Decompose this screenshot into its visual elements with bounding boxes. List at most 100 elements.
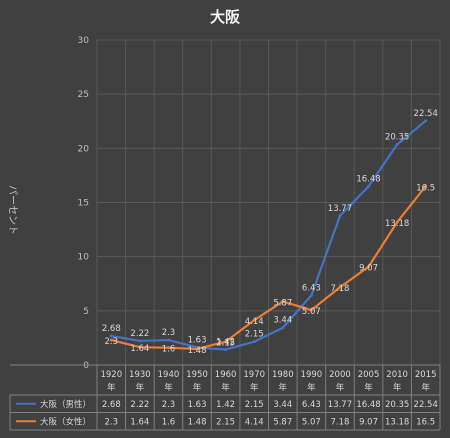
x-tick-label: 1930: [129, 370, 151, 380]
table-cell: 13.18: [385, 417, 409, 427]
data-point: [367, 265, 371, 269]
table-cell: 22.54: [414, 400, 438, 410]
y-tick-label: 10: [78, 253, 90, 263]
data-label: 1.63: [188, 335, 207, 345]
data-label: 2.3: [162, 328, 176, 338]
x-tick-label-suffix: 年: [221, 382, 230, 393]
data-label: 6.43: [302, 283, 321, 293]
data-label: 3.44: [273, 316, 292, 326]
x-tick-label-suffix: 年: [279, 382, 288, 393]
x-tick-label-suffix: 年: [421, 382, 430, 393]
table-cell: 3.44: [273, 400, 292, 410]
data-label: 1.48: [188, 346, 207, 356]
legend-label: 大阪（男性）: [40, 399, 91, 410]
data-label: 13.77: [328, 204, 352, 214]
y-tick-label: 25: [78, 90, 89, 100]
x-tick-label-suffix: 年: [250, 382, 259, 393]
x-tick-label: 2010: [386, 370, 408, 380]
data-label: 1.6: [162, 345, 176, 355]
data-label: 16.5: [416, 183, 435, 193]
data-point: [109, 338, 113, 342]
series-line-1: [111, 119, 427, 351]
data-label: 2.15: [245, 330, 264, 340]
table-cell: 16.5: [416, 417, 435, 427]
data-point: [395, 143, 399, 147]
data-label: 16.48: [356, 174, 380, 184]
data-point: [424, 184, 428, 188]
x-tick-label-suffix: 年: [136, 382, 145, 393]
table-cell: 20.35: [385, 400, 409, 410]
table-cell: 1.48: [188, 417, 207, 427]
data-point: [109, 334, 113, 338]
table-cell: 2.15: [245, 400, 264, 410]
table-cell: 1.42: [216, 400, 235, 410]
x-tick-label: 2000: [329, 370, 351, 380]
data-label: 1.64: [130, 344, 149, 354]
data-label: 7.18: [330, 284, 349, 294]
table-cell: 1.63: [188, 400, 207, 410]
data-label: 5.87: [273, 298, 292, 308]
x-tick-label: 1960: [215, 370, 237, 380]
data-point: [309, 293, 313, 297]
data-point: [338, 214, 342, 218]
data-point: [252, 318, 256, 322]
data-label: 4.14: [245, 317, 264, 327]
data-point: [309, 308, 313, 312]
data-point: [395, 220, 399, 224]
data-point: [338, 285, 342, 289]
table-cell: 16.48: [356, 400, 380, 410]
y-tick-label: 20: [78, 144, 90, 154]
table-cell: 4.14: [245, 417, 264, 427]
x-tick-label: 1970: [243, 370, 265, 380]
data-point: [367, 184, 371, 188]
data-label: 5.07: [302, 307, 321, 317]
x-tick-label-suffix: 年: [336, 382, 345, 393]
table-cell: 5.07: [302, 417, 321, 427]
data-label: 22.54: [414, 109, 438, 119]
y-tick-label: 15: [78, 199, 89, 209]
x-tick-label: 2005: [358, 370, 380, 380]
x-tick-label-suffix: 年: [107, 382, 116, 393]
data-point: [224, 340, 228, 344]
x-tick-label-suffix: 年: [164, 382, 173, 393]
data-point: [424, 119, 428, 123]
data-label: 2.68: [102, 324, 121, 334]
data-label: 20.35: [385, 133, 409, 143]
legend-label: 大阪（女性）: [40, 416, 91, 427]
table-cell: 6.43: [302, 400, 321, 410]
data-label: 9.07: [359, 264, 378, 274]
data-point: [138, 339, 142, 343]
table-cell: 2.15: [216, 417, 235, 427]
x-tick-label: 1920: [100, 370, 122, 380]
y-tick-label: 30: [78, 36, 90, 46]
data-point: [138, 345, 142, 349]
x-tick-label-suffix: 年: [307, 382, 316, 393]
x-tick-label-suffix: 年: [393, 382, 402, 393]
data-point: [224, 348, 228, 352]
x-tick-label: 1990: [301, 370, 323, 380]
table-cell: 2.3: [162, 400, 176, 410]
data-point: [195, 347, 199, 351]
table-cell: 2.22: [130, 400, 149, 410]
table-cell: 7.18: [330, 417, 349, 427]
chart-title: 大阪: [209, 8, 240, 26]
table-cell: 5.87: [273, 417, 292, 427]
data-label: 1.42: [216, 338, 235, 348]
x-tick-label: 2015: [415, 370, 437, 380]
x-tick-label: 1980: [272, 370, 294, 380]
data-point: [252, 340, 256, 344]
series-line-2: [111, 185, 427, 351]
table-cell: 13.77: [328, 400, 352, 410]
x-tick-label: 1950: [186, 370, 208, 380]
data-point: [166, 338, 170, 342]
data-label: 13.18: [385, 219, 409, 229]
data-point: [281, 299, 285, 303]
data-label: 2.22: [130, 329, 149, 339]
data-label: 2.15: [216, 339, 235, 349]
y-tick-label: 0: [83, 361, 89, 371]
table-cell: 2.68: [102, 400, 121, 410]
data-point: [166, 346, 170, 350]
table-cell: 1.64: [130, 417, 149, 427]
data-point: [281, 326, 285, 330]
